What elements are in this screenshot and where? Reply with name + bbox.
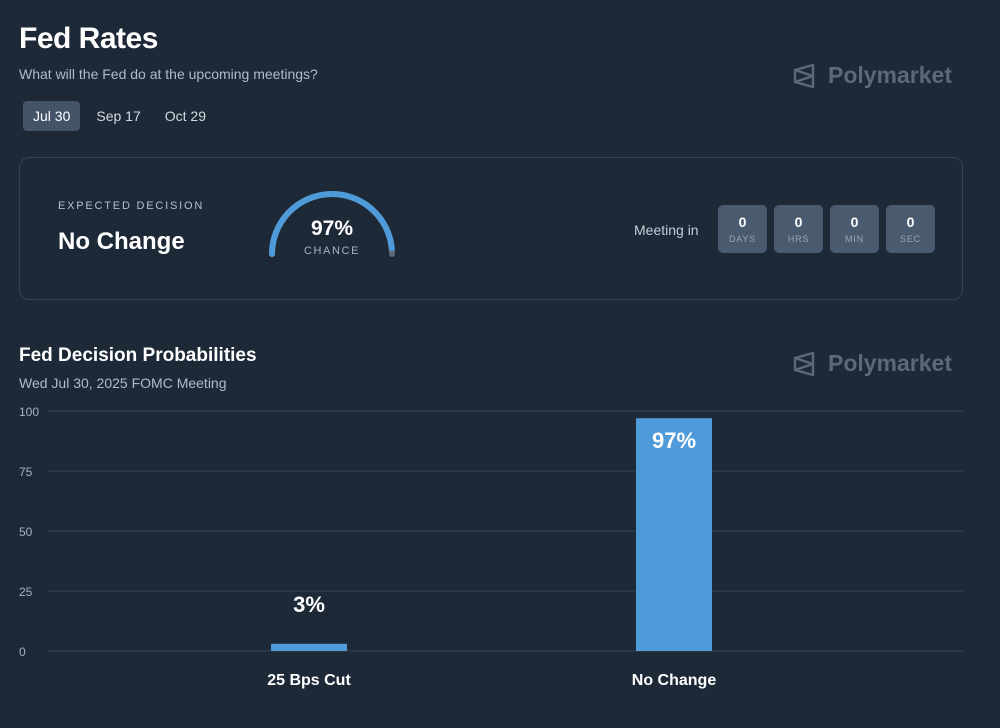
countdown-value: 0	[794, 214, 803, 230]
y-tick-label: 75	[19, 465, 33, 479]
y-tick-label: 50	[19, 525, 33, 539]
expected-decision-label: EXPECTED DECISION	[58, 200, 205, 212]
polymarket-logo: Polymarket	[792, 62, 952, 89]
meeting-in-label: Meeting in	[634, 222, 699, 238]
category-label: No Change	[632, 672, 717, 689]
bar-1	[636, 418, 712, 651]
chart-subtitle: Wed Jul 30, 2025 FOMC Meeting	[19, 375, 227, 391]
countdown-unit: HRS	[787, 234, 810, 244]
y-tick-label: 25	[19, 585, 33, 599]
data-label: 3%	[293, 592, 325, 617]
countdown-unit: MIN	[845, 234, 864, 244]
tab-jul-30[interactable]: Jul 30	[23, 101, 81, 131]
gauge-chance-label: CHANCE	[303, 245, 361, 257]
polymarket-icon	[793, 63, 815, 88]
polymarket-icon	[793, 351, 815, 376]
countdown-unit: DAYS	[728, 234, 757, 244]
countdown: 0 DAYS 0 HRS 0 MIN 0 SEC	[718, 205, 935, 253]
countdown-unit: SEC	[900, 234, 921, 244]
bar-0	[271, 643, 347, 651]
expected-decision-card: EXPECTED DECISION No Change 97% CHANCE M…	[19, 157, 963, 300]
countdown-value: 0	[738, 214, 747, 230]
countdown-value: 0	[850, 214, 859, 230]
polymarket-wordmark: Polymarket	[827, 62, 952, 88]
category-label: 25 Bps Cut	[267, 672, 351, 689]
countdown-seconds: 0 SEC	[886, 205, 935, 253]
polymarket-logo: Polymarket	[792, 350, 952, 377]
data-label: 97%	[652, 428, 696, 453]
expected-decision-value: No Change	[58, 228, 185, 255]
countdown-value: 0	[906, 214, 915, 230]
y-tick-label: 0	[19, 645, 26, 659]
chart-title: Fed Decision Probabilities	[19, 345, 257, 366]
chance-gauge: 97% CHANCE	[263, 183, 401, 263]
tab-oct-29[interactable]: Oct 29	[164, 108, 206, 124]
gauge-fill	[269, 191, 395, 257]
countdown-minutes: 0 MIN	[830, 205, 879, 253]
countdown-hours: 0 HRS	[774, 205, 823, 253]
y-tick-label: 100	[19, 405, 39, 419]
page-title: Fed Rates	[19, 22, 158, 55]
page-subtitle: What will the Fed do at the upcoming mee…	[19, 66, 318, 82]
gauge-percent: 97%	[310, 217, 354, 240]
tab-sep-17[interactable]: Sep 17	[96, 108, 141, 124]
countdown-days: 0 DAYS	[718, 205, 767, 253]
polymarket-wordmark: Polymarket	[827, 350, 952, 376]
meeting-tabs: Jul 30 Sep 17 Oct 29	[23, 101, 214, 131]
probability-bar-chart: 0 25 50 75 100 3% 25 Bps Cut 97% No Change	[19, 405, 964, 689]
